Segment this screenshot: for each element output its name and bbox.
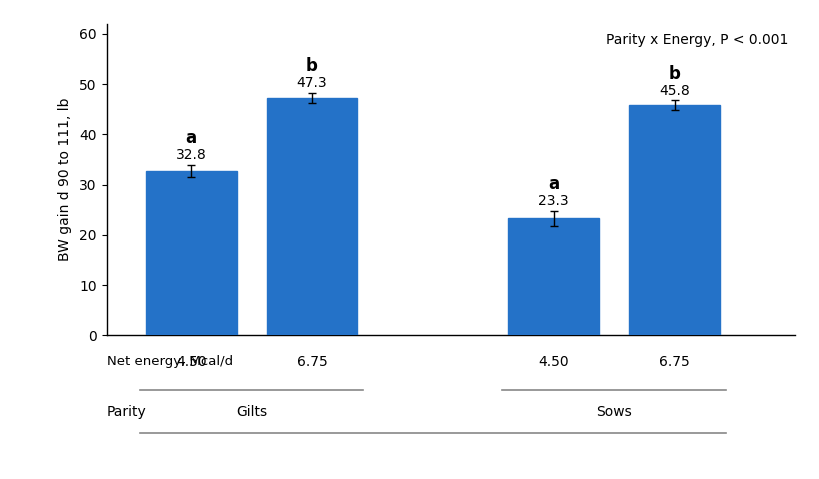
- Bar: [146, 171, 236, 335]
- Text: 32.8: 32.8: [175, 148, 206, 162]
- Text: Parity: Parity: [106, 405, 146, 419]
- Text: 6.75: 6.75: [296, 354, 327, 369]
- Text: 6.75: 6.75: [658, 354, 689, 369]
- Bar: [266, 98, 357, 335]
- Text: a: a: [547, 175, 559, 193]
- Text: 4.50: 4.50: [538, 354, 568, 369]
- Text: b: b: [667, 65, 680, 83]
- Text: 47.3: 47.3: [296, 76, 327, 90]
- Text: 45.8: 45.8: [658, 84, 689, 98]
- Text: Sows: Sows: [595, 405, 631, 419]
- Text: a: a: [185, 129, 197, 147]
- Text: Parity x Energy, P < 0.001: Parity x Energy, P < 0.001: [605, 34, 788, 47]
- Bar: [508, 218, 599, 335]
- Y-axis label: BW gain d 90 to 111, lb: BW gain d 90 to 111, lb: [58, 98, 72, 262]
- Text: Net energy, Mcal/d: Net energy, Mcal/d: [106, 355, 233, 368]
- Text: b: b: [305, 57, 318, 75]
- Text: 4.50: 4.50: [175, 354, 206, 369]
- Bar: [628, 105, 719, 335]
- Text: Gilts: Gilts: [236, 405, 267, 419]
- Text: 23.3: 23.3: [538, 194, 568, 208]
